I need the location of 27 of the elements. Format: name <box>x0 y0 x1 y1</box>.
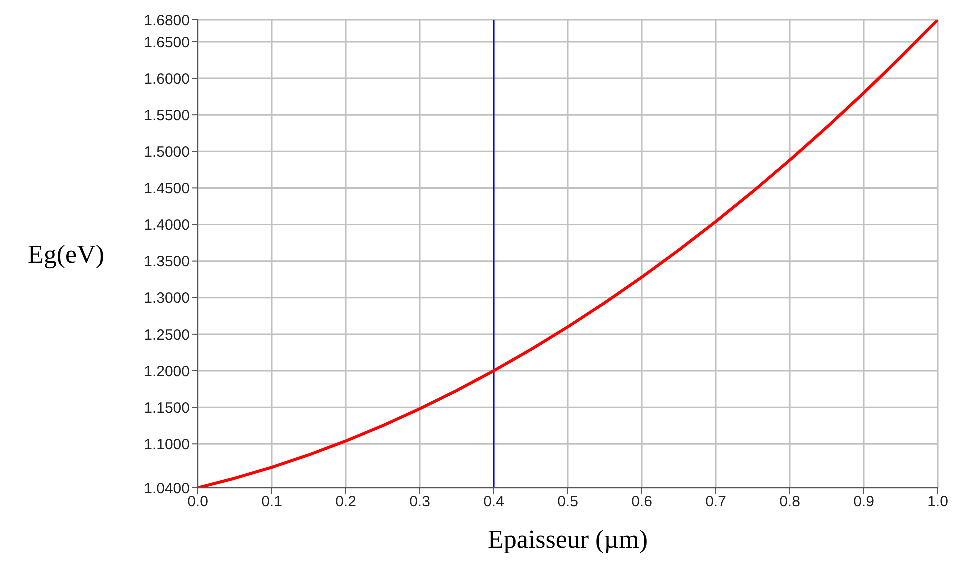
y-tick-label: 1.2000 <box>144 363 190 380</box>
y-tick-label: 1.5500 <box>144 107 190 124</box>
x-tick-label: 0.1 <box>262 494 282 511</box>
y-tick-label: 1.2500 <box>144 326 190 344</box>
x-tick-label: 0.2 <box>336 494 356 511</box>
x-tick-label: 0.8 <box>780 494 800 511</box>
x-axis-title: Epaisseur (µm) <box>488 525 648 554</box>
x-tick-label: 0.3 <box>410 494 430 511</box>
y-tick-label: 1.3000 <box>144 290 190 308</box>
x-tick-label: 0.6 <box>632 494 652 511</box>
y-tick-label: 1.6800 <box>144 12 190 30</box>
y-tick-label: 1.6000 <box>144 70 190 88</box>
x-tick-label: 0.0 <box>188 494 208 511</box>
x-tick-label: 0.5 <box>558 494 578 511</box>
y-axis-title: Eg(eV) <box>28 240 105 270</box>
y-tick-label: 1.4500 <box>144 180 190 198</box>
x-tick-label: 0.4 <box>484 494 504 511</box>
x-tick-label: 1.0 <box>928 494 948 511</box>
y-tick-label: 1.1000 <box>144 436 190 454</box>
x-tick-label: 0.9 <box>854 494 874 511</box>
y-tick-label: 1.3500 <box>144 254 190 271</box>
y-tick-label: 1.4000 <box>144 217 190 234</box>
y-tick-label: 1.0400 <box>144 480 190 498</box>
y-tick-label: 1.5000 <box>144 144 190 161</box>
y-tick-label: 1.1500 <box>144 400 190 417</box>
y-tick-label: 1.6500 <box>144 34 190 52</box>
x-tick-label: 0.7 <box>706 494 726 511</box>
